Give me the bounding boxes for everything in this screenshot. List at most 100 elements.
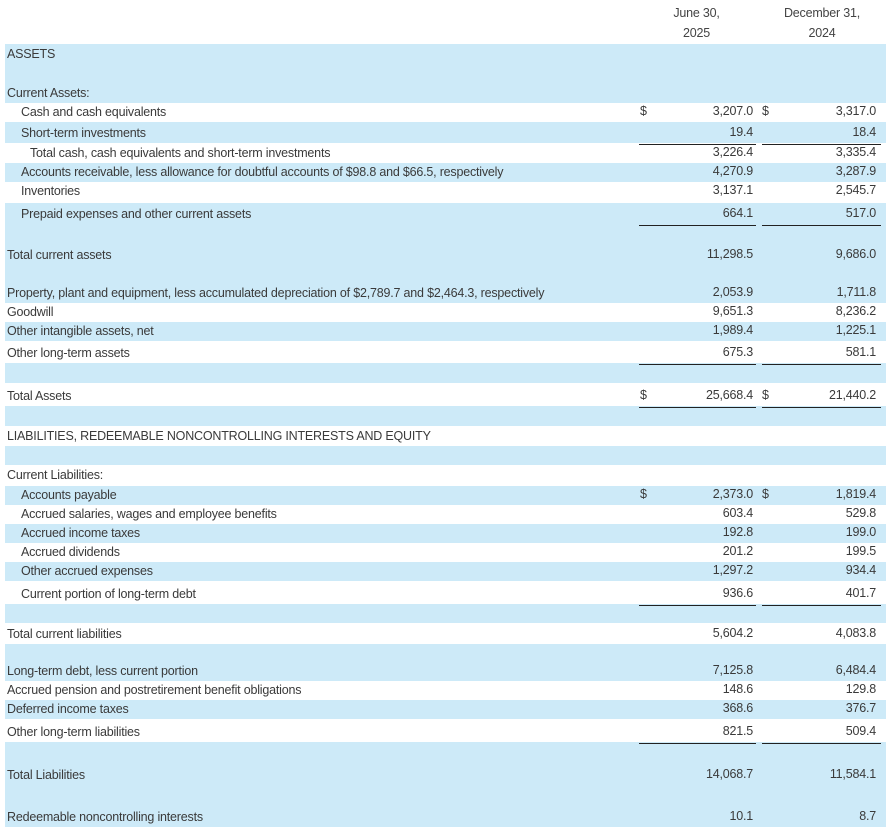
value-dec-2024: 517.0 <box>845 206 876 220</box>
value-dec-2024: 11,584.1 <box>829 767 876 781</box>
table-row: Goodwill 9,651.3 8,236.2 <box>5 303 886 322</box>
column-header-june-2025: June 30, 2025 <box>638 0 755 47</box>
row-label: Short-term investments <box>21 126 146 140</box>
value-june-2025: 201.2 <box>722 544 753 558</box>
value-june-2025: 14,068.7 <box>705 767 753 781</box>
row-label: Accounts receivable, less allowance for … <box>21 165 504 179</box>
currency-symbol: $ <box>640 104 647 118</box>
row-label: Accounts payable <box>21 488 117 502</box>
table-row: Short-term investments 19.4 18.4 <box>5 122 886 143</box>
table-row: Current portion of long-term debt 936.6 40… <box>5 582 886 604</box>
subtotal-rule <box>639 407 756 408</box>
value-dec-2024: 401.7 <box>845 586 876 600</box>
row-label: Total Liabilities <box>7 768 85 782</box>
row-label: Inventories <box>21 184 80 198</box>
table-row: Total current assets 11,298.5 9,686.0 <box>5 244 886 265</box>
value-june-2025: 3,137.1 <box>712 183 754 197</box>
table-row: Long-term debt, less current portion 7,12… <box>5 662 886 681</box>
row-label: Accrued dividends <box>21 545 120 559</box>
table-row: Accrued income taxes 192.8 199.0 <box>5 524 886 543</box>
value-june-2025: 3,226.4 <box>712 145 754 159</box>
value-dec-2024: 376.7 <box>845 701 876 715</box>
row-band <box>5 224 886 244</box>
value-june-2025: 603.4 <box>722 506 753 520</box>
row-label: Cash and cash equivalents <box>21 105 167 119</box>
row-label: Accrued income taxes <box>21 526 140 540</box>
row-label: Long-term debt, less current portion <box>7 664 198 678</box>
value-june-2025: 2,053.9 <box>712 285 754 299</box>
value-dec-2024: 4,083.8 <box>835 626 877 640</box>
table-row: Accrued dividends 201.2 199.5 <box>5 543 886 562</box>
value-june-2025: 664.1 <box>722 206 753 220</box>
value-dec-2024: 9,686.0 <box>835 247 877 261</box>
value-june-2025: 3,207.0 <box>712 104 754 118</box>
value-june-2025: 25,668.4 <box>705 388 753 402</box>
currency-symbol: $ <box>762 487 769 501</box>
value-dec-2024: 199.5 <box>845 544 876 558</box>
value-dec-2024: 129.8 <box>845 682 876 696</box>
subtotal-rule <box>639 743 756 744</box>
row-label: ASSETS <box>7 47 56 61</box>
row-label: Current Assets: <box>7 86 90 100</box>
value-june-2025: 7,125.8 <box>712 663 754 677</box>
table-row: Total Assets $25,668.4 $21,440.2 <box>5 383 886 406</box>
value-june-2025: 368.6 <box>722 701 753 715</box>
row-band <box>5 644 886 662</box>
value-dec-2024: 2,545.7 <box>835 183 877 197</box>
row-band <box>5 604 886 623</box>
table-row: Other long-term assets 675.3 581.1 <box>5 341 886 363</box>
value-june-2025: 2,373.0 <box>712 487 754 501</box>
table-row: Total cash, cash equivalents and short-t… <box>5 144 886 163</box>
row-label: Total current liabilities <box>7 627 122 641</box>
currency-symbol: $ <box>640 388 647 402</box>
row-label: Deferred income taxes <box>7 702 129 716</box>
table-row: Redeemable noncontrolling interests 10.1 8… <box>5 805 886 827</box>
row-label: Current Liabilities: <box>7 468 104 482</box>
value-dec-2024: 529.8 <box>845 506 876 520</box>
value-dec-2024: 934.4 <box>845 563 876 577</box>
table-row: Accounts receivable, less allowance for … <box>5 163 886 182</box>
value-dec-2024: 1,225.1 <box>835 323 877 337</box>
row-label: Total cash, cash equivalents and short-t… <box>30 146 331 160</box>
value-june-2025: 821.5 <box>722 724 753 738</box>
subtotal-rule <box>762 743 881 744</box>
currency-symbol: $ <box>762 104 769 118</box>
row-label: Redeemable noncontrolling interests <box>7 810 203 824</box>
value-dec-2024: 21,440.2 <box>828 388 876 402</box>
subtotal-rule <box>639 225 756 226</box>
subtotal-rule <box>639 605 756 606</box>
row-label: Current portion of long-term debt <box>21 587 196 601</box>
row-band <box>5 363 886 383</box>
table-row: Total Liabilities 14,068.7 11,584.1 <box>5 763 886 785</box>
table-row: Cash and cash equivalents $3,207.0 $3,317.… <box>5 103 886 122</box>
subtotal-rule <box>762 144 881 145</box>
value-dec-2024: 3,287.9 <box>835 164 877 178</box>
value-dec-2024: 6,484.4 <box>835 663 877 677</box>
subtotal-rule <box>762 407 881 408</box>
column-header-line1: June 30, <box>673 6 720 20</box>
table-row: LIABILITIES, REDEEMABLE NONCONTROLLING I… <box>5 426 886 446</box>
value-dec-2024: 581.1 <box>845 345 876 359</box>
value-june-2025: 148.6 <box>722 682 753 696</box>
table-row: Current Liabilities: <box>5 465 886 485</box>
row-label: Other accrued expenses <box>21 564 153 578</box>
row-band <box>5 742 886 763</box>
value-june-2025: 11,298.5 <box>706 247 753 261</box>
value-june-2025: 192.8 <box>722 525 753 539</box>
currency-symbol: $ <box>762 388 769 402</box>
column-header-line2: 2024 <box>808 26 836 40</box>
column-header-line2: 2025 <box>682 26 710 40</box>
table-row: ASSETS <box>5 44 886 64</box>
value-dec-2024: 1,819.4 <box>835 487 877 501</box>
value-june-2025: 10.1 <box>729 809 753 823</box>
row-label: Prepaid expenses and other current asset… <box>21 207 252 221</box>
row-band <box>5 406 886 426</box>
table-row: Deferred income taxes 368.6 376.7 <box>5 700 886 719</box>
row-label: LIABILITIES, REDEEMABLE NONCONTROLLING I… <box>7 429 431 443</box>
table-row: Other long-term liabilities 821.5 509.4 <box>5 720 886 742</box>
table-row: Total current liabilities 5,604.2 4,083.8 <box>5 623 886 644</box>
table-row: Other accrued expenses 1,297.2 934.4 <box>5 562 886 581</box>
value-june-2025: 19.4 <box>729 125 753 139</box>
table-row: Property, plant and equipment, less accu… <box>5 284 886 303</box>
row-band <box>5 785 886 805</box>
